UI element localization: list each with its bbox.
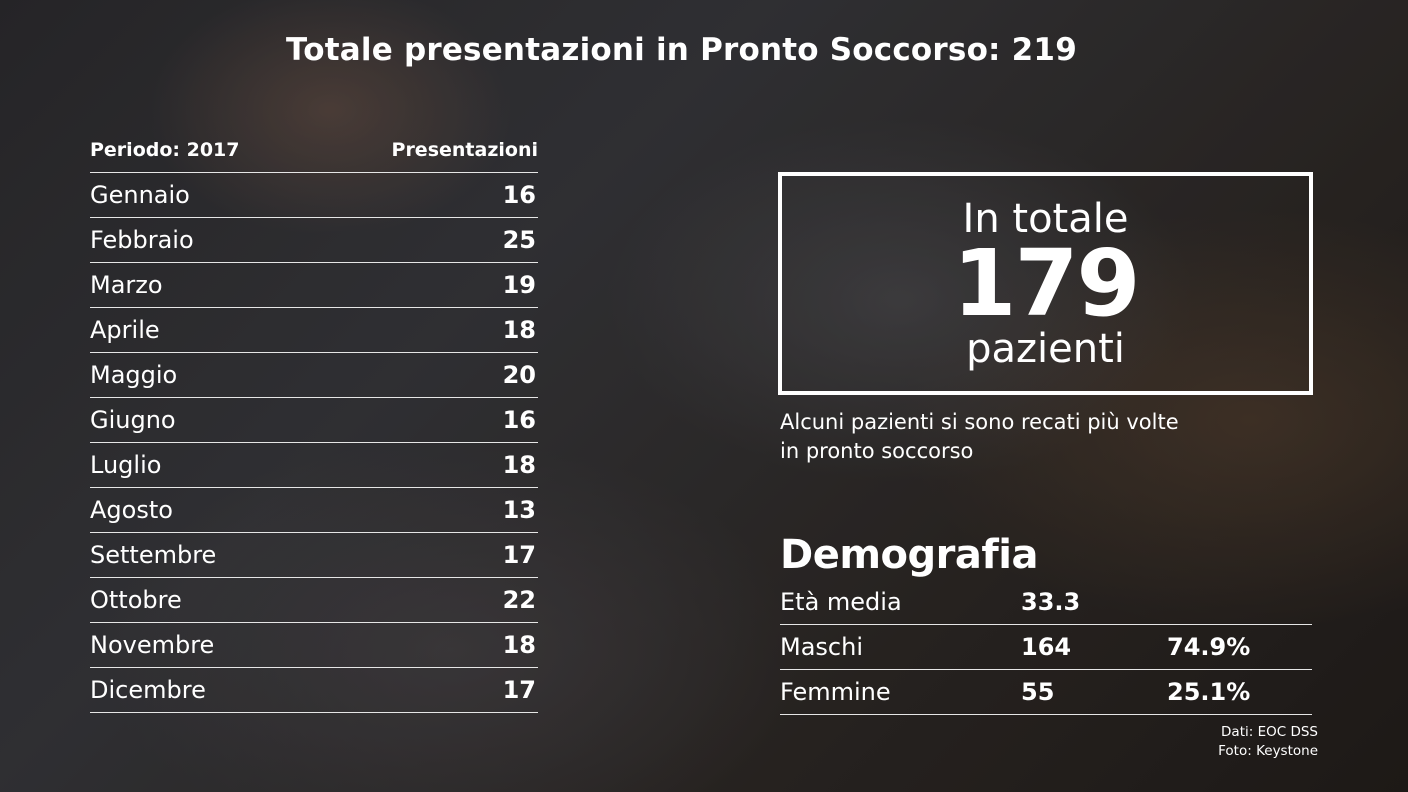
table-row: Novembre 18 xyxy=(90,623,538,668)
table-row: Luglio 18 xyxy=(90,443,538,488)
demo-value: 55 xyxy=(1021,678,1055,706)
month-value: 18 xyxy=(502,631,536,659)
header-period: Periodo: 2017 xyxy=(90,139,240,161)
demo-label: Età media xyxy=(780,588,902,616)
note-line-2: in pronto soccorso xyxy=(780,439,974,463)
demo-row: Età media 33.3 xyxy=(780,580,1312,625)
month-value: 17 xyxy=(502,676,536,704)
month-label: Agosto xyxy=(90,496,173,524)
months-table: Periodo: 2017 Presentazioni Gennaio 16 Feb… xyxy=(90,128,538,713)
demo-percent: 25.1% xyxy=(1167,678,1251,706)
month-label: Marzo xyxy=(90,271,163,299)
total-number: 179 xyxy=(952,230,1140,337)
month-label: Aprile xyxy=(90,316,160,344)
table-row: Maggio 20 xyxy=(90,353,538,398)
month-value: 13 xyxy=(502,496,536,524)
chart-title: Totale presentazioni in Pronto Soccorso:… xyxy=(286,32,1077,68)
month-label: Settembre xyxy=(90,541,217,569)
month-value: 16 xyxy=(502,181,536,209)
credits: Dati: EOC DSS Foto: Keystone xyxy=(1218,723,1318,761)
month-label: Dicembre xyxy=(90,676,206,704)
header-presentazioni: Presentazioni xyxy=(391,139,538,161)
table-row: Aprile 18 xyxy=(90,308,538,353)
table-row: Marzo 19 xyxy=(90,263,538,308)
table-row: Febbraio 25 xyxy=(90,218,538,263)
total-label-top: In totale xyxy=(962,196,1129,242)
note-line-1: Alcuni pazienti si sono recati più volte xyxy=(780,410,1179,434)
month-label: Febbraio xyxy=(90,226,194,254)
month-value: 19 xyxy=(502,271,536,299)
month-label: Novembre xyxy=(90,631,215,659)
month-value: 18 xyxy=(502,451,536,479)
table-row: Gennaio 16 xyxy=(90,173,538,218)
demo-row: Maschi 164 74.9% xyxy=(780,625,1312,670)
demo-label: Maschi xyxy=(780,633,863,661)
month-label: Gennaio xyxy=(90,181,190,209)
total-note: Alcuni pazienti si sono recati più volte… xyxy=(780,408,1200,466)
month-value: 17 xyxy=(502,541,536,569)
table-row: Dicembre 17 xyxy=(90,668,538,713)
demografia-table: Età media 33.3 Maschi 164 74.9% Femmine … xyxy=(780,580,1312,715)
demo-value: 164 xyxy=(1021,633,1072,661)
total-patients-box: In totale 179 pazienti xyxy=(778,172,1313,395)
table-row: Ottobre 22 xyxy=(90,578,538,623)
credit-data: Dati: EOC DSS xyxy=(1221,724,1318,740)
month-value: 18 xyxy=(502,316,536,344)
month-label: Giugno xyxy=(90,406,176,434)
table-row: Agosto 13 xyxy=(90,488,538,533)
table-row: Settembre 17 xyxy=(90,533,538,578)
demo-row: Femmine 55 25.1% xyxy=(780,670,1312,715)
month-label: Ottobre xyxy=(90,586,182,614)
demo-label: Femmine xyxy=(780,678,891,706)
month-label: Maggio xyxy=(90,361,178,389)
credit-photo: Foto: Keystone xyxy=(1218,743,1318,759)
month-value: 16 xyxy=(502,406,536,434)
total-label-bottom: pazienti xyxy=(966,326,1125,372)
table-row: Giugno 16 xyxy=(90,398,538,443)
demo-value: 33.3 xyxy=(1021,588,1081,616)
month-value: 20 xyxy=(502,361,536,389)
month-value: 22 xyxy=(502,586,536,614)
table-header: Periodo: 2017 Presentazioni xyxy=(90,128,538,173)
demo-percent: 74.9% xyxy=(1167,633,1251,661)
demografia-title: Demografia xyxy=(780,532,1038,578)
month-label: Luglio xyxy=(90,451,162,479)
month-rows: Gennaio 16 Febbraio 25 Marzo 19 Aprile 18 Maggio… xyxy=(90,173,538,713)
month-value: 25 xyxy=(502,226,536,254)
